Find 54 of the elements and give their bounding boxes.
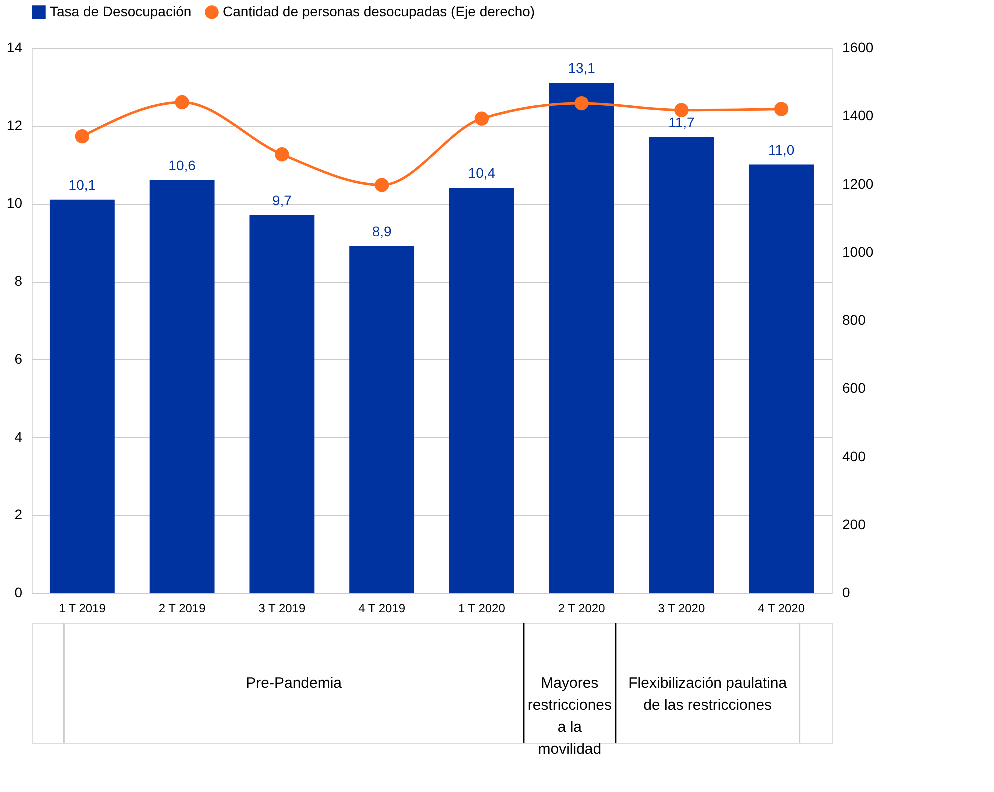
x-tick-label: 2 T 2020 — [558, 602, 606, 616]
y2-tick-label: 1000 — [842, 244, 874, 260]
y-tick-label: 10 — [6, 195, 23, 212]
y2-tick-label: 200 — [842, 516, 866, 532]
y-tick-label: 6 — [14, 350, 23, 367]
point — [275, 148, 290, 162]
bar — [649, 138, 714, 593]
y2-tick-label: 800 — [842, 312, 866, 328]
text: Pre-Pandemia — [246, 675, 343, 692]
data-label: 10,1 — [68, 176, 96, 193]
text: Mayores restricciones a la movilidad — [528, 675, 612, 758]
y-tick-label: 0 — [14, 584, 23, 600]
y-tick-label: 2 — [14, 506, 23, 523]
point — [374, 178, 390, 192]
data-label: 10,4 — [468, 165, 496, 182]
bar — [749, 164, 814, 593]
data-label: 10,6 — [168, 157, 196, 174]
x-tick-label: 3 T 2019 — [258, 602, 306, 616]
y2-tick-label: 600 — [842, 380, 866, 396]
legend-label: Cantidad de personas desocupadas (Eje derecho) — [223, 3, 536, 20]
bar — [449, 188, 514, 593]
bar — [350, 246, 415, 593]
data-label: 9,7 — [272, 192, 292, 208]
y-tick-label: 4 — [14, 428, 23, 445]
point — [574, 96, 589, 111]
bar — [549, 83, 614, 593]
x-tick-label: 4 T 2020 — [758, 602, 806, 616]
x-tick-label: 1 T 2019 — [58, 602, 106, 616]
point — [774, 102, 789, 116]
legend-label: Tasa de Desocupación — [50, 3, 192, 20]
y2-tick-label: 1600 — [842, 40, 874, 56]
text: Flexibilización paulatina de las restricciones — [628, 675, 788, 714]
x-tick-label: 1 T 2020 — [458, 602, 506, 616]
point — [175, 95, 190, 110]
data-label: 11,0 — [768, 142, 795, 158]
point — [674, 103, 689, 118]
data-label: 13,1 — [568, 60, 596, 76]
bar — [150, 180, 215, 593]
y2-tick-label: 400 — [842, 448, 866, 464]
y2-tick-label: 1400 — [842, 108, 874, 124]
x-tick-label: 2 T 2019 — [158, 602, 206, 616]
y-tick-label: 14 — [6, 40, 23, 56]
bar — [50, 200, 115, 593]
data-label: 8,9 — [372, 224, 392, 240]
y-tick-label: 8 — [14, 273, 23, 290]
y2-tick-label: 0 — [842, 584, 850, 600]
x-tick-label: 4 T 2019 — [358, 602, 406, 616]
point — [474, 112, 490, 126]
y-tick-label: 12 — [6, 117, 23, 134]
bar — [250, 215, 315, 593]
x-tick-label: 3 T 2020 — [658, 602, 706, 616]
point — [75, 130, 90, 144]
y2-tick-label: 1200 — [842, 176, 874, 192]
data-label: 11,7 — [668, 114, 695, 131]
